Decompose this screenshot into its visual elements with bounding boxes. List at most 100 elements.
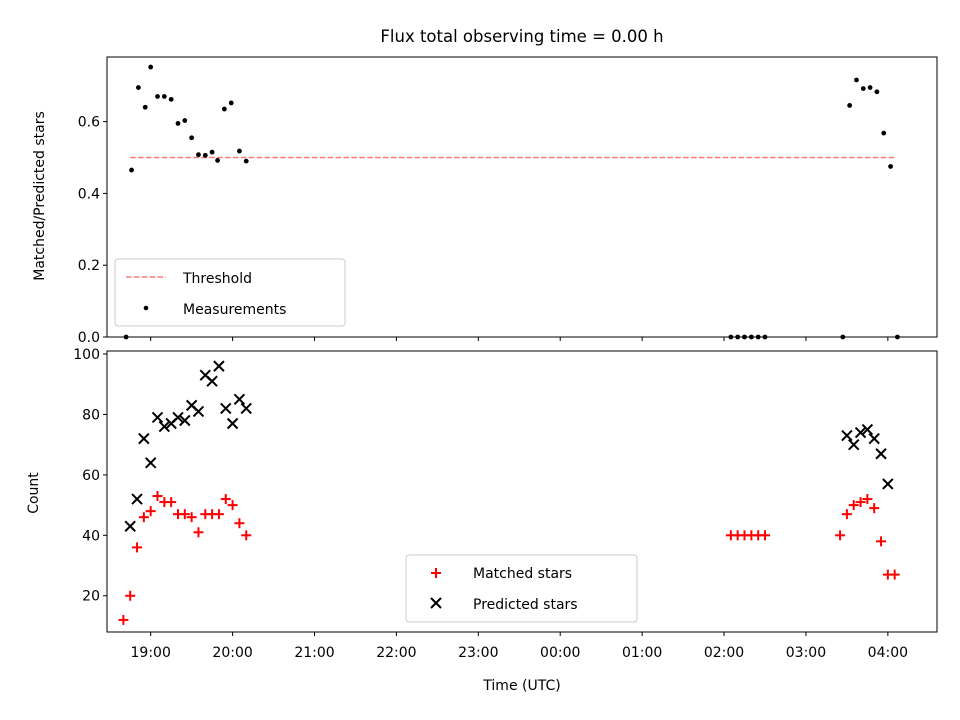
marker-stroke [213, 360, 225, 372]
matched-star-point [138, 512, 149, 523]
legend-predicted-swatch [430, 597, 442, 609]
predicted-legend-marker [430, 597, 442, 609]
predicted-star-point [868, 432, 880, 445]
marker-stroke [226, 417, 239, 430]
matched-star-point [166, 497, 177, 508]
legend-matched-swatch [431, 568, 441, 578]
measurement-point [196, 152, 201, 158]
x-tick-label: 03:00 [786, 645, 826, 661]
predicted-star-point [179, 414, 191, 427]
measurement-point [189, 135, 195, 141]
measurement-point [135, 85, 141, 90]
predicted-star-point [131, 493, 143, 505]
measurement-point [847, 103, 853, 108]
marker-stroke [875, 448, 887, 460]
marker-stroke [430, 597, 442, 609]
measurement-point [209, 149, 215, 155]
top-x-ticks [150, 337, 889, 341]
bottom-plot-frame [106, 350, 938, 633]
marker-stroke [138, 432, 150, 445]
marker-stroke [240, 402, 252, 415]
marker-stroke [233, 393, 246, 406]
measurement-point [867, 85, 873, 90]
marker-stroke [882, 478, 894, 490]
matched-star-point [186, 512, 197, 523]
matched-star-point [220, 494, 231, 505]
marker-stroke [172, 411, 184, 424]
marker-stroke [131, 493, 143, 505]
measurement-point [202, 152, 208, 158]
measurement-point [148, 64, 154, 70]
count-points [118, 360, 900, 625]
top-y-ticks: 0.0 0.2 0.4 0.6 [78, 115, 107, 346]
measurement-point [854, 77, 859, 83]
x-tick-label: 00:00 [540, 645, 580, 661]
predicted-star-point [206, 375, 218, 387]
matched-star-point [841, 509, 852, 520]
predicted-star-point [848, 438, 860, 451]
y-tick-label: 0.6 [78, 115, 100, 131]
predicted-star-point [192, 405, 205, 418]
x-tick-label: 04:00 [868, 645, 908, 661]
matched-star-point [889, 569, 900, 580]
measurement-point [182, 118, 188, 123]
x-tick-label: 02:00 [704, 645, 744, 661]
bottom-legend: Matched stars Predicted stars [405, 554, 638, 623]
y-tick-label: 60 [82, 468, 100, 484]
predicted-star-point [213, 360, 225, 372]
marker-stroke [151, 411, 164, 424]
measurement-point [168, 96, 174, 102]
measurement-point [222, 106, 227, 112]
x-tick-label: 22:00 [376, 645, 416, 661]
predicted-star-point [226, 417, 239, 430]
y-tick-label: 20 [82, 589, 100, 605]
matched-star-point [848, 500, 859, 511]
marker-stroke [185, 399, 198, 412]
x-tick-label: 19:00 [131, 645, 171, 661]
predicted-star-point [124, 520, 136, 532]
predicted-star-point [144, 457, 157, 469]
measurement-points [123, 64, 900, 340]
legend-threshold-label: Threshold [182, 271, 252, 287]
matched-star-point [227, 500, 238, 511]
chart-title: Flux total observing time = 0.00 h [380, 27, 663, 46]
top-legend-box [114, 258, 346, 327]
predicted-star-point [158, 420, 171, 433]
predicted-star-point [233, 393, 246, 406]
x-tick-label: 21:00 [294, 645, 334, 661]
legend-predicted-label: Predicted stars [473, 597, 578, 613]
predicted-star-point [151, 411, 164, 424]
matched-star-point [118, 614, 129, 625]
matched-star-point [876, 536, 887, 547]
predicted-star-point [854, 426, 867, 439]
matched-star-point [193, 527, 204, 538]
marker-stroke [220, 402, 232, 415]
bottom-panel: Count Time (UTC) 20 40 60 80 100 19:00 20:00 2… [26, 347, 938, 694]
matched-star-point [213, 509, 224, 520]
marker-stroke [206, 375, 218, 387]
predicted-star-point [240, 402, 252, 415]
measurement-point [243, 158, 249, 164]
marker-stroke [861, 423, 874, 436]
measurement-point [874, 89, 880, 95]
predicted-star-point [841, 429, 853, 442]
y-tick-label: 100 [73, 347, 100, 363]
measurement-point [129, 167, 134, 173]
measurement-point [888, 164, 893, 169]
top-y-axis-label: Matched/Predicted stars [32, 111, 48, 281]
measurement-point [237, 148, 242, 154]
matched-star-point [179, 509, 190, 520]
matched-star-point [234, 518, 245, 529]
marker-stroke [199, 369, 211, 381]
bottom-y-axis-label: Count [26, 472, 42, 514]
matched-star-point [835, 530, 846, 541]
matched-star-point [125, 590, 136, 601]
x-tick-label: 23:00 [458, 645, 498, 661]
matched-star-point [869, 503, 880, 514]
matched-star-point [145, 506, 156, 517]
matched-star-point [241, 530, 252, 541]
y-tick-label: 0.2 [78, 258, 100, 274]
predicted-star-point [220, 402, 232, 415]
x-tick-label: 20:00 [212, 645, 252, 661]
